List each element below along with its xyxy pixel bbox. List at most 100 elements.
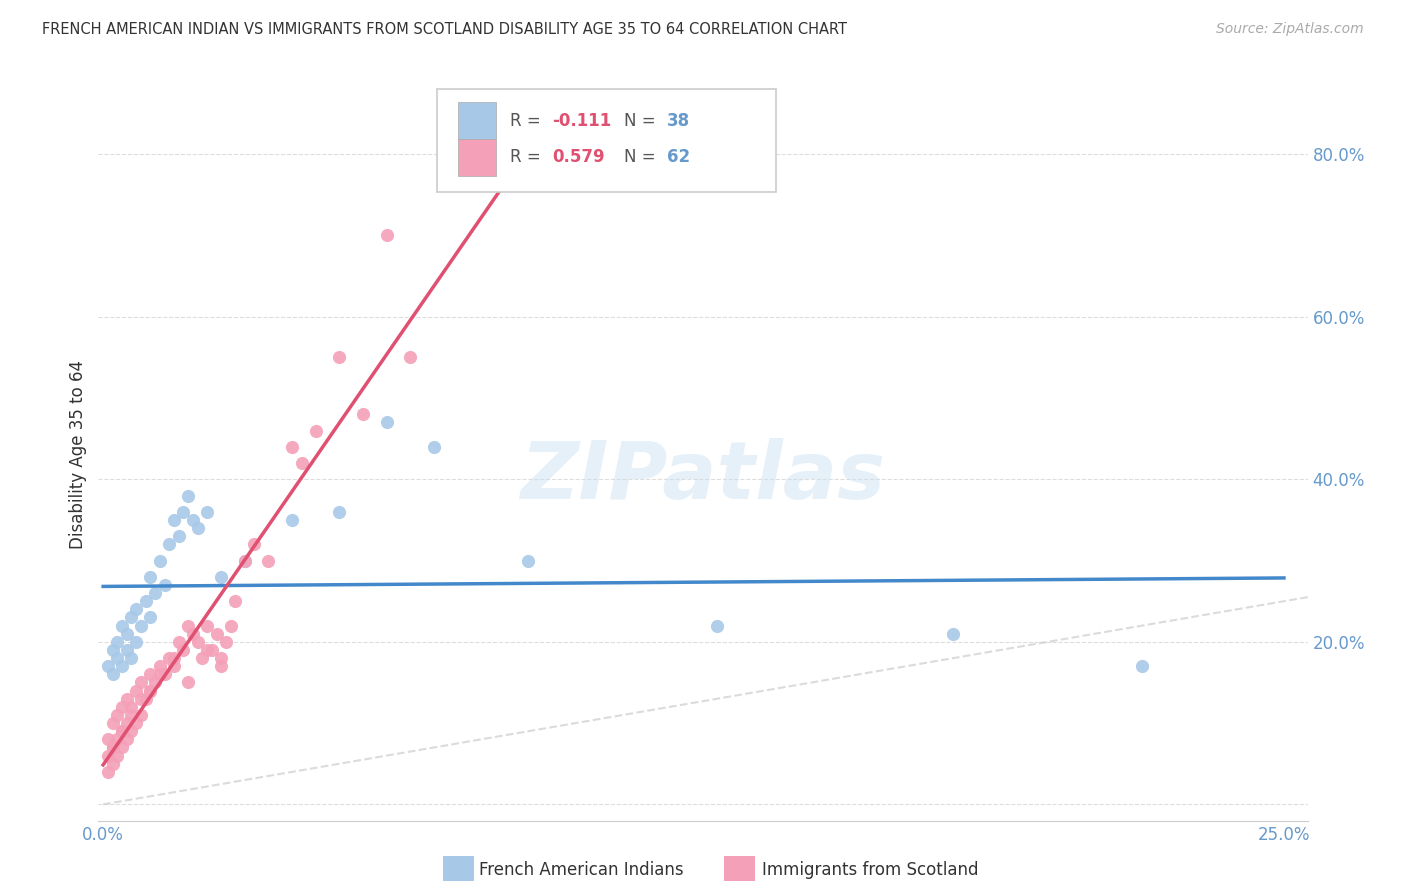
Point — [352, 407, 374, 421]
Point — [195, 643, 218, 657]
Point — [224, 594, 246, 608]
Point — [129, 675, 152, 690]
Point — [129, 708, 152, 723]
Point — [375, 228, 398, 243]
Point — [187, 635, 209, 649]
Point — [172, 643, 194, 657]
Point — [233, 553, 256, 567]
FancyBboxPatch shape — [437, 89, 776, 192]
Point — [281, 440, 304, 454]
Point — [191, 651, 214, 665]
FancyBboxPatch shape — [457, 103, 496, 139]
Point — [139, 610, 162, 624]
Point — [163, 651, 186, 665]
Point — [209, 570, 232, 584]
Y-axis label: Disability Age 35 to 64: Disability Age 35 to 64 — [69, 360, 87, 549]
Point — [121, 610, 143, 624]
Point — [105, 635, 128, 649]
Text: 0.579: 0.579 — [551, 148, 605, 166]
Point — [125, 716, 148, 731]
Point — [233, 553, 256, 567]
Point — [135, 594, 157, 608]
Point — [181, 626, 204, 640]
Point — [101, 643, 124, 657]
Text: Immigrants from Scotland: Immigrants from Scotland — [762, 861, 979, 879]
Point — [215, 635, 238, 649]
Point — [97, 748, 120, 763]
Point — [121, 708, 143, 723]
Point — [423, 440, 446, 454]
Point — [143, 675, 166, 690]
Point — [125, 683, 148, 698]
Point — [115, 732, 138, 747]
Point — [209, 659, 232, 673]
Point — [129, 618, 152, 632]
Point — [121, 724, 143, 739]
Point — [139, 683, 162, 698]
Point — [157, 651, 180, 665]
Point — [111, 659, 134, 673]
Point — [115, 643, 138, 657]
Point — [115, 716, 138, 731]
Point — [375, 416, 398, 430]
Text: N =: N = — [624, 148, 661, 166]
Point — [157, 537, 180, 551]
Point — [139, 683, 162, 698]
Point — [105, 651, 128, 665]
Point — [942, 626, 965, 640]
Text: French American Indians: French American Indians — [479, 861, 685, 879]
Point — [97, 764, 120, 779]
Point — [177, 489, 200, 503]
Point — [139, 570, 162, 584]
Point — [125, 635, 148, 649]
Point — [101, 756, 124, 771]
Point — [105, 708, 128, 723]
Point — [97, 659, 120, 673]
Point — [101, 716, 124, 731]
Point — [243, 537, 266, 551]
Point — [111, 699, 134, 714]
Point — [281, 513, 304, 527]
Point — [257, 553, 280, 567]
Point — [163, 513, 186, 527]
Text: Source: ZipAtlas.com: Source: ZipAtlas.com — [1216, 22, 1364, 37]
Point — [149, 659, 172, 673]
Point — [149, 553, 172, 567]
Point — [328, 351, 350, 365]
Point — [101, 740, 124, 755]
Point — [205, 626, 228, 640]
Point — [177, 675, 200, 690]
Point — [328, 505, 350, 519]
Point — [167, 529, 190, 543]
Point — [290, 456, 312, 470]
Point — [115, 626, 138, 640]
Point — [125, 602, 148, 616]
Point — [305, 424, 328, 438]
Text: R =: R = — [509, 112, 546, 129]
Point — [111, 724, 134, 739]
Text: 62: 62 — [666, 148, 690, 166]
Point — [167, 635, 190, 649]
Text: ZIPatlas: ZIPatlas — [520, 438, 886, 516]
Point — [121, 699, 143, 714]
Text: -0.111: -0.111 — [551, 112, 612, 129]
Point — [111, 740, 134, 755]
Point — [115, 691, 138, 706]
Point — [153, 578, 176, 592]
Text: 38: 38 — [666, 112, 690, 129]
Text: N =: N = — [624, 112, 661, 129]
Point — [139, 667, 162, 681]
Point — [121, 651, 143, 665]
Point — [105, 748, 128, 763]
Point — [181, 513, 204, 527]
Point — [111, 724, 134, 739]
Point — [177, 618, 200, 632]
Point — [187, 521, 209, 535]
Point — [105, 732, 128, 747]
Point — [153, 667, 176, 681]
Point — [209, 651, 232, 665]
Point — [1130, 659, 1153, 673]
Point — [195, 618, 218, 632]
Point — [201, 643, 224, 657]
Point — [143, 586, 166, 600]
